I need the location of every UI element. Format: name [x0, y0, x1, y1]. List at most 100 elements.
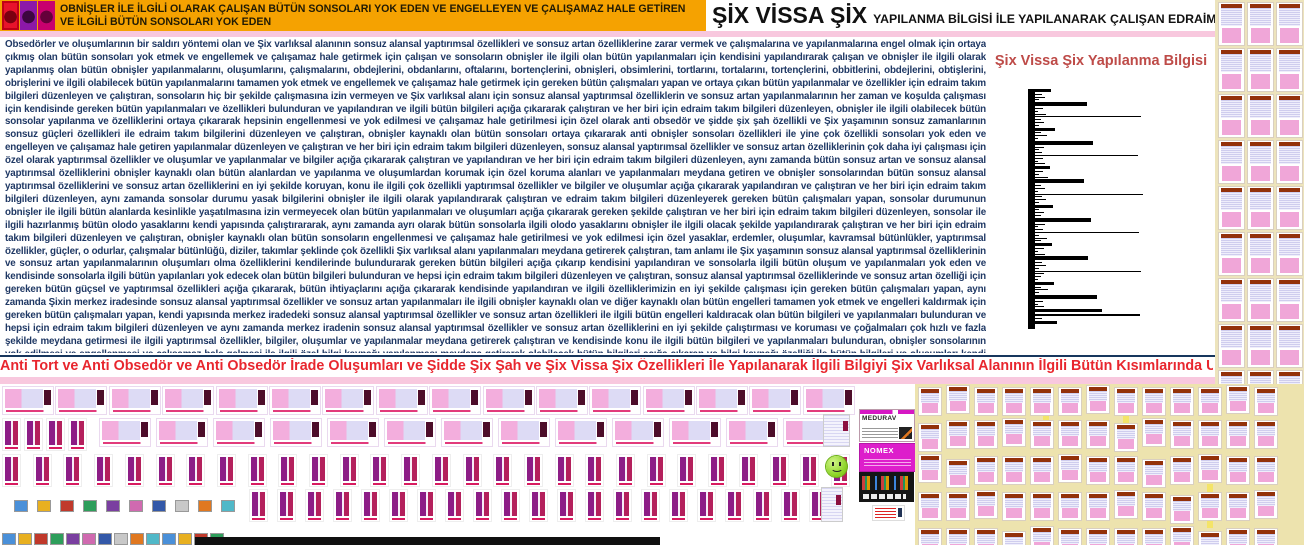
note-thumbnail[interactable]	[821, 487, 843, 522]
cover-thumbnail[interactable]	[249, 489, 268, 522]
mini-page-thumbnail[interactable]	[1276, 278, 1303, 322]
cover-thumbnail[interactable]	[305, 489, 324, 522]
cover-thumbnail[interactable]	[124, 454, 144, 487]
mini-page-thumbnail[interactable]	[1142, 418, 1166, 447]
mini-page-thumbnail[interactable]	[974, 456, 998, 485]
page-thumbnail[interactable]	[215, 386, 268, 415]
cover-thumbnail[interactable]	[585, 489, 604, 522]
tiny-icon[interactable]	[66, 533, 80, 545]
page-thumbnail[interactable]	[327, 418, 379, 447]
mini-page-thumbnail[interactable]	[1086, 492, 1110, 521]
tiny-icon[interactable]	[198, 499, 212, 512]
mini-page-thumbnail[interactable]	[1247, 48, 1274, 92]
mini-page-thumbnail[interactable]	[946, 528, 970, 545]
page-thumbnail[interactable]	[270, 418, 322, 447]
page-thumbnail[interactable]	[498, 418, 550, 447]
cover-thumbnail[interactable]	[708, 454, 728, 487]
mini-page-thumbnail[interactable]	[1002, 492, 1026, 521]
tiny-icon[interactable]	[82, 533, 96, 545]
mini-page-thumbnail[interactable]	[1226, 420, 1250, 449]
page-thumbnail[interactable]	[669, 418, 721, 447]
tiny-icon[interactable]	[221, 499, 235, 512]
mini-page-thumbnail[interactable]	[1218, 2, 1245, 46]
cover-thumbnail[interactable]	[557, 489, 576, 522]
page-thumbnail[interactable]	[642, 386, 695, 415]
tiny-icon[interactable]	[34, 533, 48, 545]
figures-collage-icon[interactable]	[2, 1, 56, 30]
mini-page-thumbnail[interactable]	[946, 459, 970, 488]
mini-page-thumbnail[interactable]	[1218, 232, 1245, 276]
mini-page-thumbnail[interactable]	[1002, 387, 1026, 416]
mini-page-thumbnail[interactable]	[1058, 492, 1082, 521]
page-thumbnail[interactable]	[749, 386, 802, 415]
cover-thumbnail[interactable]	[725, 489, 744, 522]
cover-thumbnail[interactable]	[339, 454, 359, 487]
cover-thumbnail[interactable]	[445, 489, 464, 522]
page-thumbnail[interactable]	[55, 386, 108, 415]
mini-page-thumbnail[interactable]	[1198, 420, 1222, 449]
mini-page-thumbnail[interactable]	[918, 528, 942, 545]
mini-page-thumbnail[interactable]	[974, 387, 998, 416]
cover-thumbnail[interactable]	[94, 454, 114, 487]
mini-page-thumbnail[interactable]	[1247, 232, 1274, 276]
mini-page-thumbnail[interactable]	[1226, 492, 1250, 521]
cover-thumbnail[interactable]	[462, 454, 482, 487]
page-thumbnail[interactable]	[696, 386, 749, 415]
page-thumbnail[interactable]	[726, 418, 778, 447]
medurav-ad-thumbnail[interactable]: MEDURAV	[859, 409, 915, 442]
tiny-icon[interactable]	[60, 499, 74, 512]
mini-page-thumbnail[interactable]	[1170, 456, 1194, 485]
mini-page-thumbnail[interactable]	[1254, 490, 1278, 519]
page-thumbnail[interactable]	[322, 386, 375, 415]
note-thumbnail[interactable]	[823, 414, 850, 447]
mini-page-thumbnail[interactable]	[1226, 456, 1250, 485]
mini-page-thumbnail[interactable]	[1247, 2, 1274, 46]
tiny-icon[interactable]	[106, 499, 120, 512]
mini-page-thumbnail[interactable]	[1058, 420, 1082, 449]
mini-page-thumbnail[interactable]	[1247, 94, 1274, 138]
cover-thumbnail[interactable]	[2, 454, 21, 487]
cover-thumbnail[interactable]	[186, 454, 206, 487]
page-thumbnail[interactable]	[268, 386, 321, 415]
cover-thumbnail[interactable]	[32, 454, 52, 487]
mini-page-thumbnail[interactable]	[918, 423, 942, 452]
mini-page-thumbnail[interactable]	[1030, 526, 1054, 545]
cover-thumbnail[interactable]	[753, 489, 772, 522]
mini-page-thumbnail[interactable]	[1086, 385, 1110, 414]
cover-thumbnail[interactable]	[216, 454, 236, 487]
cover-thumbnail[interactable]	[401, 454, 421, 487]
cover-thumbnail[interactable]	[769, 454, 789, 487]
cover-thumbnail[interactable]	[646, 454, 666, 487]
mini-page-thumbnail[interactable]	[1198, 531, 1222, 545]
mini-page-thumbnail[interactable]	[1170, 526, 1194, 545]
page-thumbnail[interactable]	[99, 418, 151, 447]
mini-page-thumbnail[interactable]	[1198, 387, 1222, 416]
mini-page-thumbnail[interactable]	[1114, 423, 1138, 452]
mini-page-thumbnail[interactable]	[1030, 456, 1054, 485]
mini-page-thumbnail[interactable]	[1198, 492, 1222, 521]
cover-thumbnail[interactable]	[697, 489, 716, 522]
mini-page-thumbnail[interactable]	[1276, 48, 1303, 92]
nomex-ad-thumbnail[interactable]: NOMEX	[859, 443, 916, 472]
cover-thumbnail[interactable]	[24, 418, 43, 451]
mini-page-thumbnail[interactable]	[1247, 278, 1274, 322]
page-thumbnail[interactable]	[156, 418, 208, 447]
cover-thumbnail[interactable]	[389, 489, 408, 522]
tiny-icon[interactable]	[146, 533, 160, 545]
mini-page-thumbnail[interactable]	[1276, 140, 1303, 184]
cover-thumbnail[interactable]	[613, 489, 632, 522]
mini-page-thumbnail[interactable]	[1114, 528, 1138, 545]
cover-thumbnail[interactable]	[431, 454, 451, 487]
tiny-icon[interactable]	[175, 499, 189, 512]
smiley-face-icon[interactable]	[826, 456, 847, 477]
tiny-icon[interactable]	[129, 499, 143, 512]
cover-thumbnail[interactable]	[278, 454, 298, 487]
mini-page-thumbnail[interactable]	[1226, 528, 1250, 545]
page-thumbnail[interactable]	[535, 386, 588, 415]
mini-page-thumbnail[interactable]	[1254, 456, 1278, 485]
page-thumbnail[interactable]	[108, 386, 161, 415]
tiny-icon[interactable]	[14, 499, 28, 512]
mini-page-thumbnail[interactable]	[1142, 528, 1166, 545]
cover-thumbnail[interactable]	[2, 418, 21, 451]
page-thumbnail[interactable]	[555, 418, 607, 447]
